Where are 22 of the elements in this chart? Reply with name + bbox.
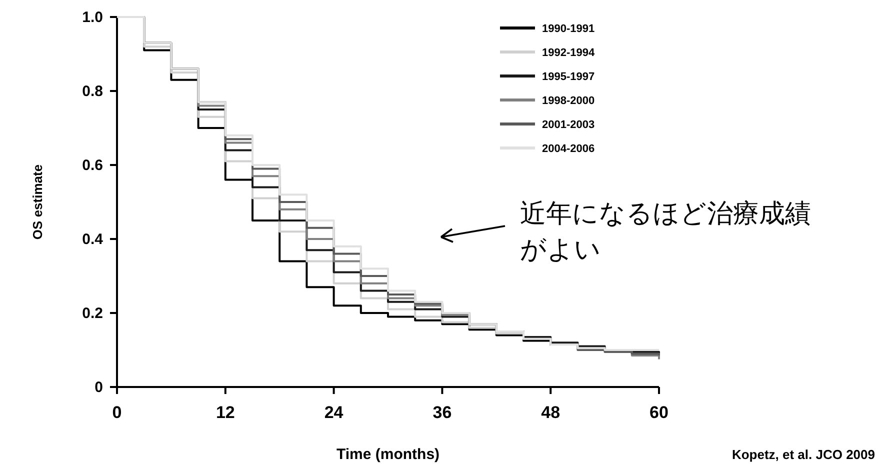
y-tick-label: 0.8 — [82, 83, 103, 100]
x-tick-label: 12 — [216, 403, 235, 422]
x-tick-label: 0 — [112, 403, 122, 422]
annotation: 近年になるほど治療成績がよい — [520, 198, 812, 267]
text: Kopetz, et al. JCO 2009 — [732, 447, 875, 462]
legend-label: 1998-2000 — [542, 95, 595, 107]
y-tick-label: 0 — [94, 379, 103, 396]
y-tick-label: 1.0 — [82, 9, 103, 26]
x-axis-title: Time (months) — [336, 446, 440, 463]
x-tick-label: 60 — [650, 403, 668, 422]
legend-label: 1995-1997 — [542, 71, 595, 83]
x-tick-label: 48 — [541, 403, 560, 422]
y-axis-title: OS estimate — [30, 164, 45, 240]
legend-label: 2001-2003 — [542, 119, 595, 131]
legend-label: 1992-1994 — [542, 47, 596, 59]
y-tick-label: 0.6 — [82, 157, 103, 174]
legend-label: 2004-2006 — [542, 143, 595, 155]
y-tick-label: 0.2 — [82, 305, 103, 322]
y-tick-label: 0.4 — [82, 231, 104, 248]
x-tick-label: 24 — [324, 403, 344, 422]
x-tick-label: 36 — [432, 403, 452, 422]
legend-label: 1990-1991 — [542, 23, 595, 35]
